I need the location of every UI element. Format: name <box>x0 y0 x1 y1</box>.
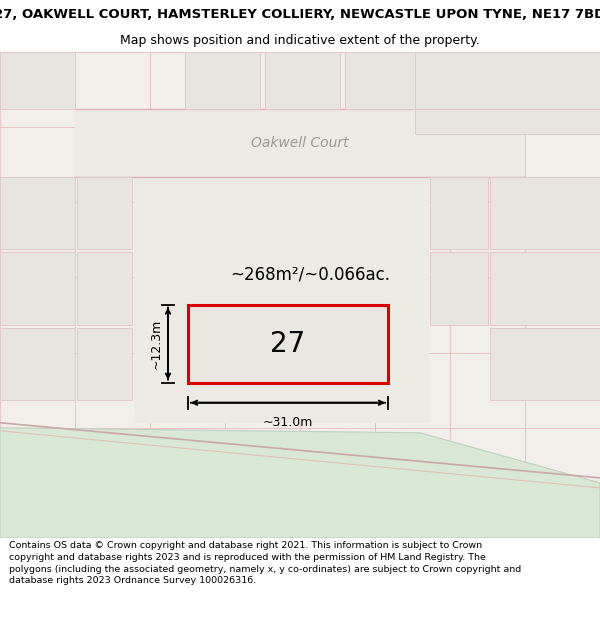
Bar <box>188 304 388 382</box>
Text: Map shows position and indicative extent of the property.: Map shows position and indicative extent… <box>120 34 480 47</box>
Bar <box>430 253 488 324</box>
Bar <box>77 177 132 249</box>
Bar <box>0 328 75 400</box>
Text: Oakwell Court: Oakwell Court <box>251 136 349 150</box>
Bar <box>490 177 600 249</box>
Bar <box>0 177 75 249</box>
Bar <box>345 52 420 109</box>
Bar <box>490 253 600 324</box>
Bar <box>77 253 132 324</box>
Text: Contains OS data © Crown copyright and database right 2021. This information is : Contains OS data © Crown copyright and d… <box>9 541 521 586</box>
Bar <box>430 177 488 249</box>
Text: 27, OAKWELL COURT, HAMSTERLEY COLLIERY, NEWCASTLE UPON TYNE, NE17 7BD: 27, OAKWELL COURT, HAMSTERLEY COLLIERY, … <box>0 8 600 21</box>
Polygon shape <box>0 428 600 538</box>
Text: ~31.0m: ~31.0m <box>263 416 313 429</box>
Bar <box>77 328 132 400</box>
Text: 27: 27 <box>271 329 305 357</box>
Bar <box>490 328 600 400</box>
Bar <box>415 109 600 134</box>
Bar <box>185 52 260 109</box>
Bar <box>75 109 525 178</box>
Bar <box>0 253 75 324</box>
Bar <box>265 52 340 109</box>
Bar <box>134 177 429 422</box>
Text: ~268m²/~0.066ac.: ~268m²/~0.066ac. <box>230 266 390 284</box>
Bar <box>0 52 75 109</box>
Bar <box>415 52 600 109</box>
Text: ~12.3m: ~12.3m <box>149 319 163 369</box>
